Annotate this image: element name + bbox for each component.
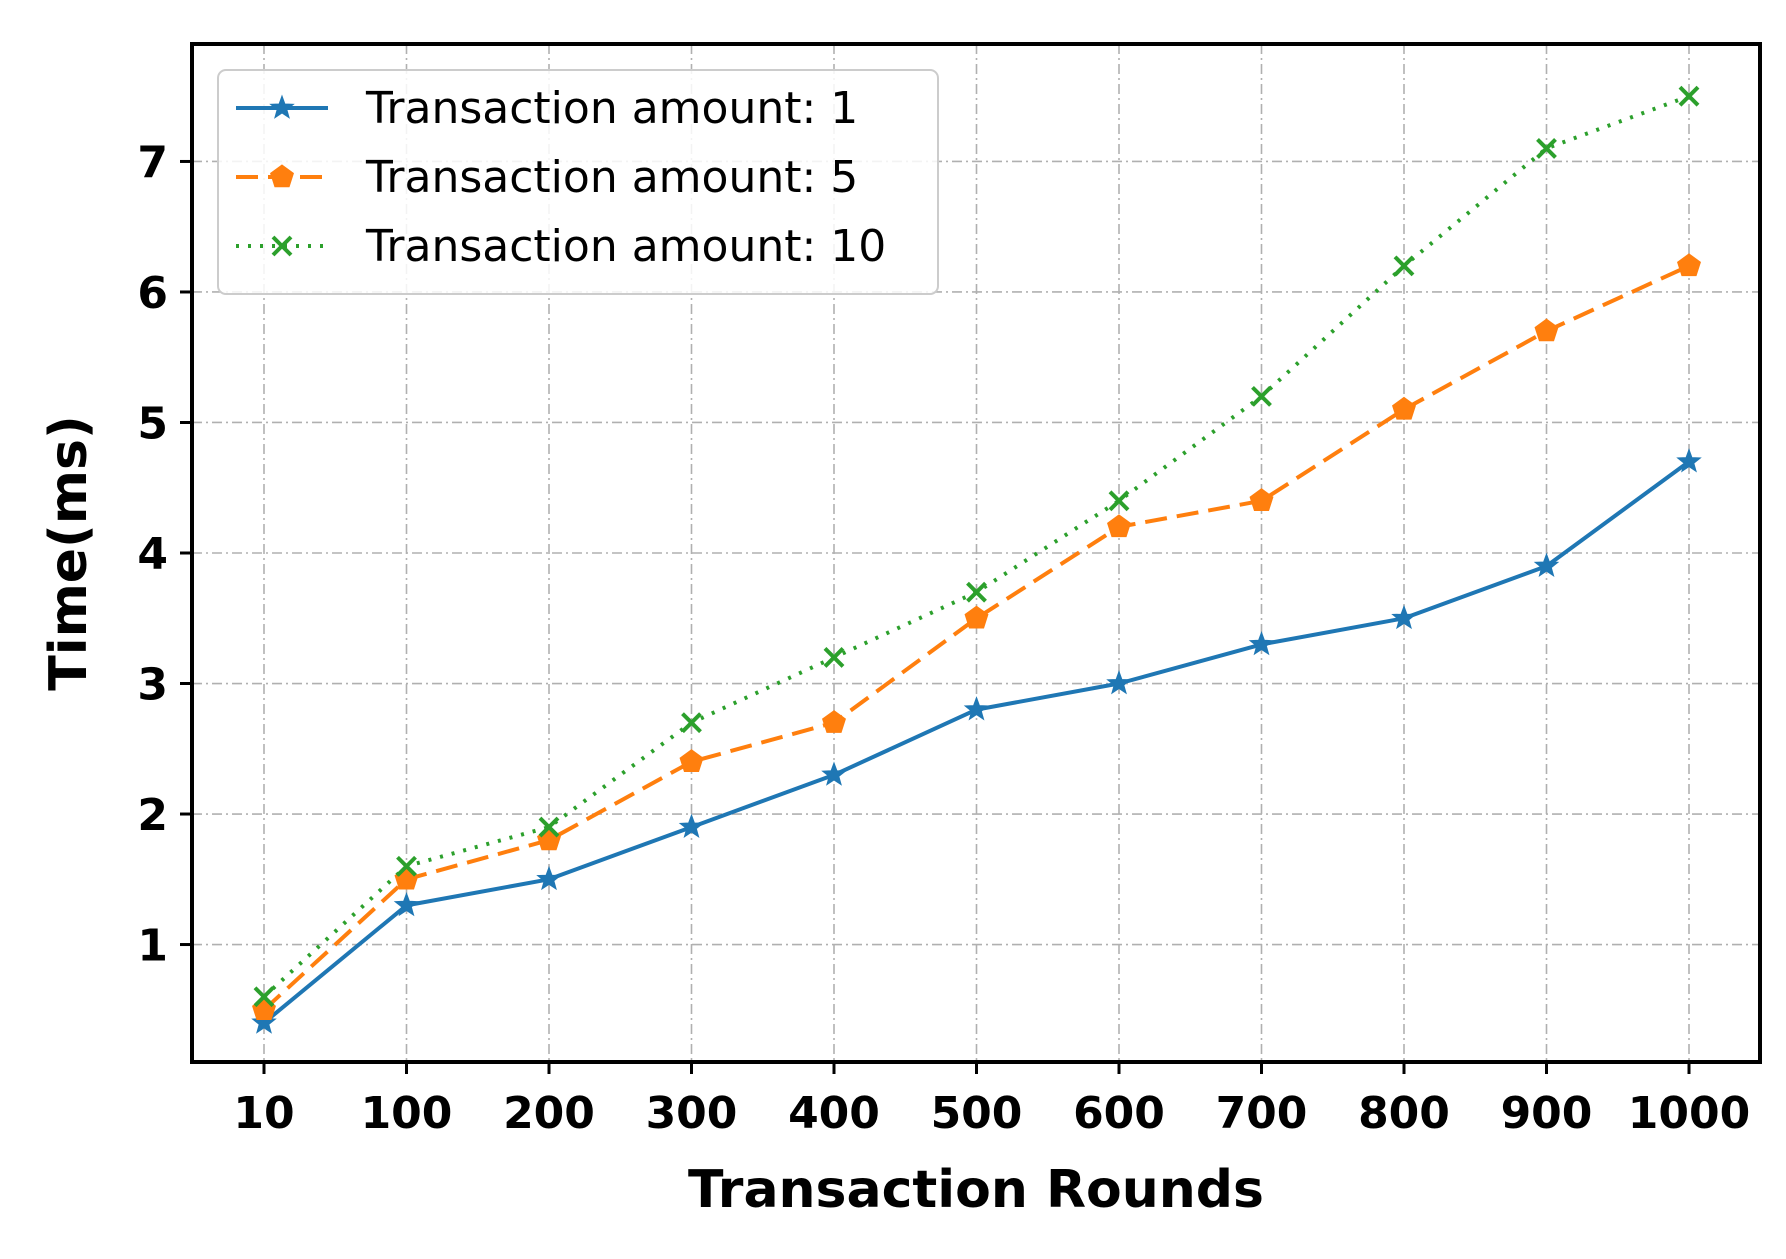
x-tick-label: 800 (1358, 1088, 1450, 1139)
legend-marker (270, 164, 294, 188)
data-point (394, 866, 419, 890)
legend-marker (271, 235, 293, 257)
y-tick-label: 5 (137, 398, 168, 449)
x-tick-label: 200 (503, 1088, 595, 1139)
series-line (262, 264, 1690, 1012)
data-point (963, 696, 990, 721)
x-tick-label: 400 (788, 1088, 880, 1139)
legend-box (217, 69, 939, 295)
data-point (1534, 318, 1559, 342)
grid (192, 44, 1760, 1062)
legend-label: Transaction amount: 1 (365, 83, 858, 134)
tick-labels: 10 100 200 300 400 500 600 700 800 900 1000 1 2 3 4 5 6 7 (137, 137, 1750, 1139)
data-point (1536, 137, 1557, 159)
x-marker-stroke (1108, 490, 1130, 512)
series-1 (251, 448, 1702, 1034)
data-point (1106, 670, 1132, 695)
x-axis-label: Transaction Rounds (688, 1160, 1264, 1220)
x-marker-stroke (1536, 137, 1557, 159)
legend-item: Transaction amount: 10 (236, 221, 886, 272)
data-point (822, 710, 846, 733)
legend-marker (269, 94, 295, 119)
x-tick-label: 10 (233, 1088, 294, 1139)
data-point (1251, 385, 1272, 407)
y-tick-label: 4 (137, 529, 168, 580)
y-tick-label: 2 (137, 790, 168, 841)
data-point (823, 646, 845, 668)
data-point (1391, 604, 1417, 630)
legend-item: Transaction amount: 1 (236, 83, 858, 134)
data-point (1676, 448, 1702, 473)
x-tick-label: 700 (1216, 1088, 1308, 1139)
data-point (681, 712, 702, 734)
series-3 (253, 85, 1700, 1008)
x-tick-label: 100 (361, 1088, 453, 1139)
data-point (393, 891, 420, 917)
data-point (964, 605, 989, 629)
x-marker-stroke (396, 855, 417, 877)
data-point (1533, 552, 1560, 577)
data-point (1677, 253, 1701, 277)
data-point (536, 865, 562, 891)
series-group (251, 85, 1702, 1034)
x-tick-label: 900 (1501, 1088, 1593, 1139)
x-tick-label: 500 (931, 1088, 1023, 1139)
legend-item: Transaction amount: 5 (236, 152, 858, 203)
legend: Transaction amount: 1 Transaction amount:… (217, 69, 939, 295)
data-point (678, 813, 705, 838)
x-tick-label: 600 (1073, 1088, 1165, 1139)
data-point (1392, 396, 1416, 420)
x-tick-label: 300 (646, 1088, 738, 1139)
legend-label: Transaction amount: 10 (365, 221, 886, 272)
data-point (396, 855, 417, 877)
data-point (537, 827, 561, 851)
x-marker-stroke (271, 235, 293, 257)
x-marker-stroke (538, 816, 560, 838)
data-point (1249, 488, 1274, 511)
x-tick-label: 1000 (1628, 1088, 1750, 1139)
y-tick-label: 3 (137, 660, 168, 711)
legend-label: Transaction amount: 5 (365, 152, 858, 203)
data-point (251, 1009, 277, 1034)
data-point (966, 581, 987, 603)
x-marker-stroke (1393, 255, 1415, 277)
data-point (821, 761, 847, 786)
y-tick-label: 7 (137, 137, 168, 188)
x-marker-stroke (1251, 385, 1272, 407)
data-point (1678, 85, 1700, 107)
x-marker-stroke (1678, 85, 1700, 107)
data-point (538, 816, 560, 838)
data-point (1393, 255, 1415, 277)
data-point (1107, 514, 1131, 538)
data-point (1248, 630, 1275, 656)
y-axis-label: Time(ms) (39, 415, 99, 690)
x-marker-stroke (823, 646, 845, 668)
data-point (1108, 490, 1130, 512)
x-marker-stroke (966, 581, 987, 603)
y-tick-label: 6 (137, 268, 168, 319)
data-point (253, 986, 275, 1008)
y-tick-label: 1 (137, 921, 168, 972)
x-marker-stroke (253, 986, 275, 1008)
data-point (679, 749, 704, 772)
plot-frame (190, 42, 1762, 1064)
x-marker-stroke (681, 712, 702, 734)
